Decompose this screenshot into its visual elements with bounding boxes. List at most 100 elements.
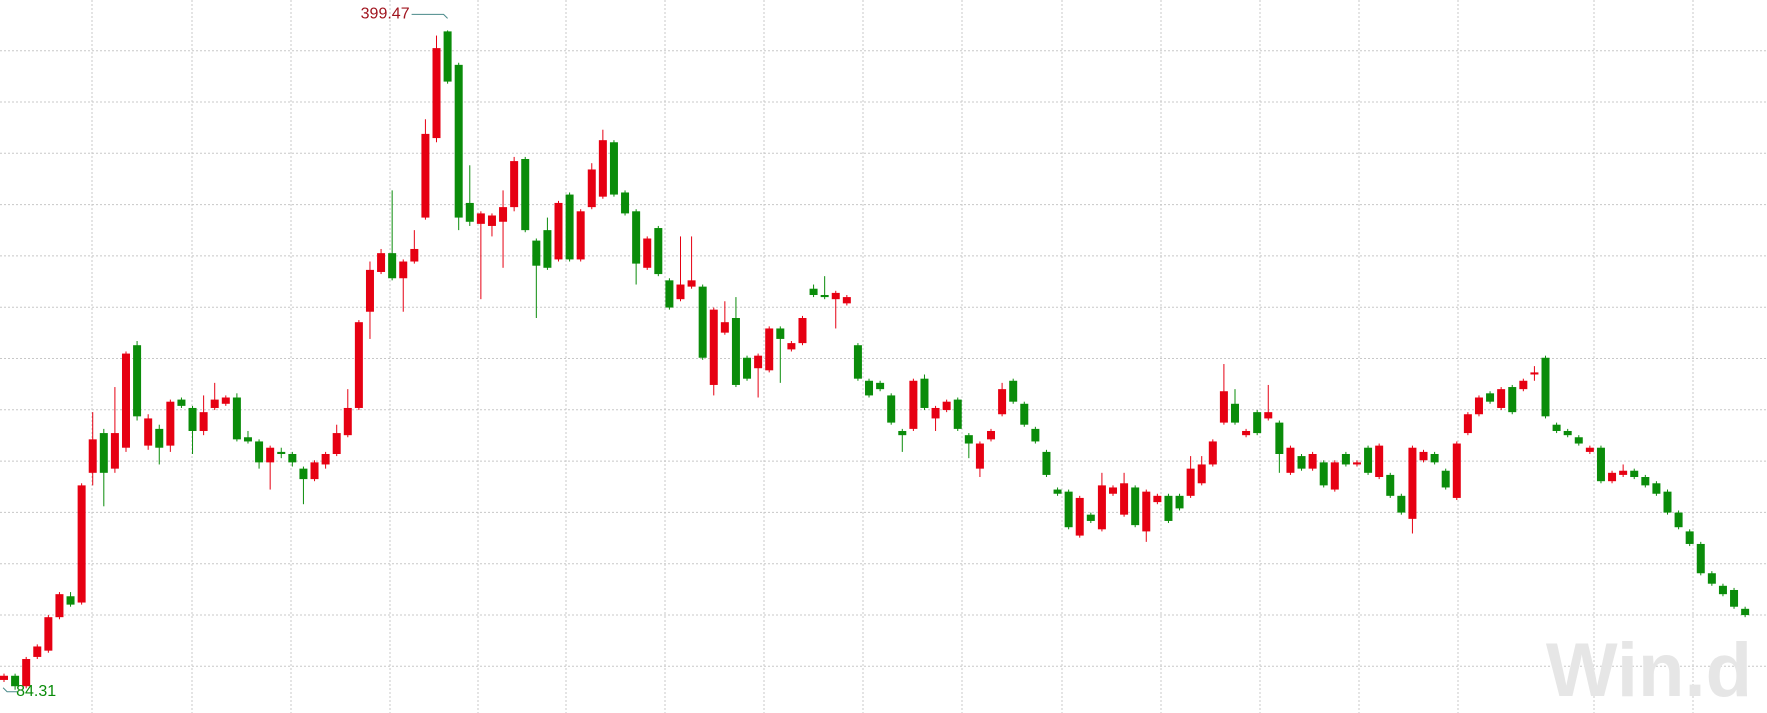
candle-body (388, 253, 397, 279)
min-annotation: 84.31 (16, 683, 56, 700)
candle-body (421, 133, 430, 218)
candle-body (99, 433, 108, 473)
candle-body (299, 468, 308, 480)
candle-body (255, 441, 264, 463)
candle-body (687, 280, 696, 287)
candle-body (121, 353, 130, 448)
candle-body (1707, 573, 1716, 584)
candle-body (1053, 489, 1062, 494)
candle-body (1441, 470, 1450, 488)
candle-body (731, 318, 740, 385)
candle-body (487, 215, 496, 226)
candle-body (953, 399, 962, 429)
candle-body (1031, 428, 1040, 442)
candle-body (1164, 495, 1173, 521)
candle-body (698, 286, 707, 358)
candle-body (1219, 391, 1228, 423)
candle-body (931, 407, 940, 419)
max-annotation: 399.47 (361, 6, 410, 23)
candle-body (1463, 414, 1472, 434)
candle-body (44, 617, 53, 651)
candle-body (1641, 477, 1650, 486)
candle-body (598, 140, 607, 197)
candle-body (587, 169, 596, 208)
candle-body (643, 238, 652, 268)
candle-body (1630, 470, 1639, 478)
candle-body (22, 659, 31, 687)
candle-body (177, 399, 186, 406)
candle-body (1519, 380, 1528, 390)
candle-body (621, 192, 630, 214)
candle-body (199, 412, 208, 431)
candle-body (88, 439, 97, 473)
candle-body (1619, 470, 1628, 475)
candle-body (743, 357, 752, 379)
candle-body (1009, 380, 1018, 402)
candle-body (964, 435, 973, 444)
candle-body (1574, 437, 1583, 444)
candle-body (288, 453, 297, 463)
candle-body (765, 328, 774, 371)
candle-body (709, 309, 718, 385)
candle-body (1685, 531, 1694, 544)
candle-body (377, 253, 386, 272)
candle-body (232, 397, 241, 440)
candle-body (1142, 491, 1151, 532)
candle-body (676, 284, 685, 300)
candle-body (1408, 447, 1417, 519)
candle-body (1419, 451, 1428, 461)
candle-body (1674, 512, 1683, 528)
watermark: Win.d (1546, 628, 1752, 713)
candle-body (465, 202, 474, 222)
candle-body (987, 430, 996, 440)
candle-body (521, 159, 530, 231)
candle-body (1585, 447, 1594, 452)
candle-body (898, 430, 907, 436)
candle-body (277, 451, 286, 454)
candle-body (321, 453, 330, 465)
candle-body (543, 230, 552, 268)
candle-body (1508, 387, 1517, 413)
candle-body (1208, 441, 1217, 465)
candle-body (554, 202, 563, 260)
candle-body (133, 345, 142, 417)
candle-body (1042, 451, 1051, 475)
candle-body (1730, 589, 1739, 607)
candle-body (443, 31, 452, 82)
candle-body (77, 485, 86, 603)
candle-body (1297, 456, 1306, 469)
candle-body (1364, 447, 1373, 473)
candle-body (1375, 445, 1384, 478)
candle-body (1253, 412, 1262, 434)
candle-body (1097, 485, 1106, 530)
candle-body (975, 443, 984, 469)
candle-body (221, 397, 230, 404)
candle-body (1397, 495, 1406, 513)
candle-body (210, 399, 219, 408)
candle-body (853, 345, 862, 379)
candle-body (1696, 543, 1705, 574)
candle-body (110, 433, 119, 469)
candle-body (1474, 397, 1483, 415)
candle-body (909, 380, 918, 429)
candle-body (266, 447, 275, 463)
candles (0, 30, 1750, 690)
candle-body (1663, 491, 1672, 513)
candle-body (1275, 422, 1284, 454)
candle-body (942, 401, 951, 411)
candle-body (1186, 468, 1195, 496)
candle-body (499, 207, 508, 222)
candle-body (831, 292, 840, 300)
candle-body (1486, 393, 1495, 402)
candle-body (1608, 472, 1617, 482)
candle-body (1452, 443, 1461, 498)
candle-body (1596, 447, 1605, 482)
candle-body (1086, 514, 1095, 521)
max-pointer (411, 13, 448, 19)
candle-body (354, 322, 363, 408)
candle-body (1652, 483, 1661, 494)
candle-body (1175, 495, 1184, 509)
candle-body (410, 248, 419, 262)
